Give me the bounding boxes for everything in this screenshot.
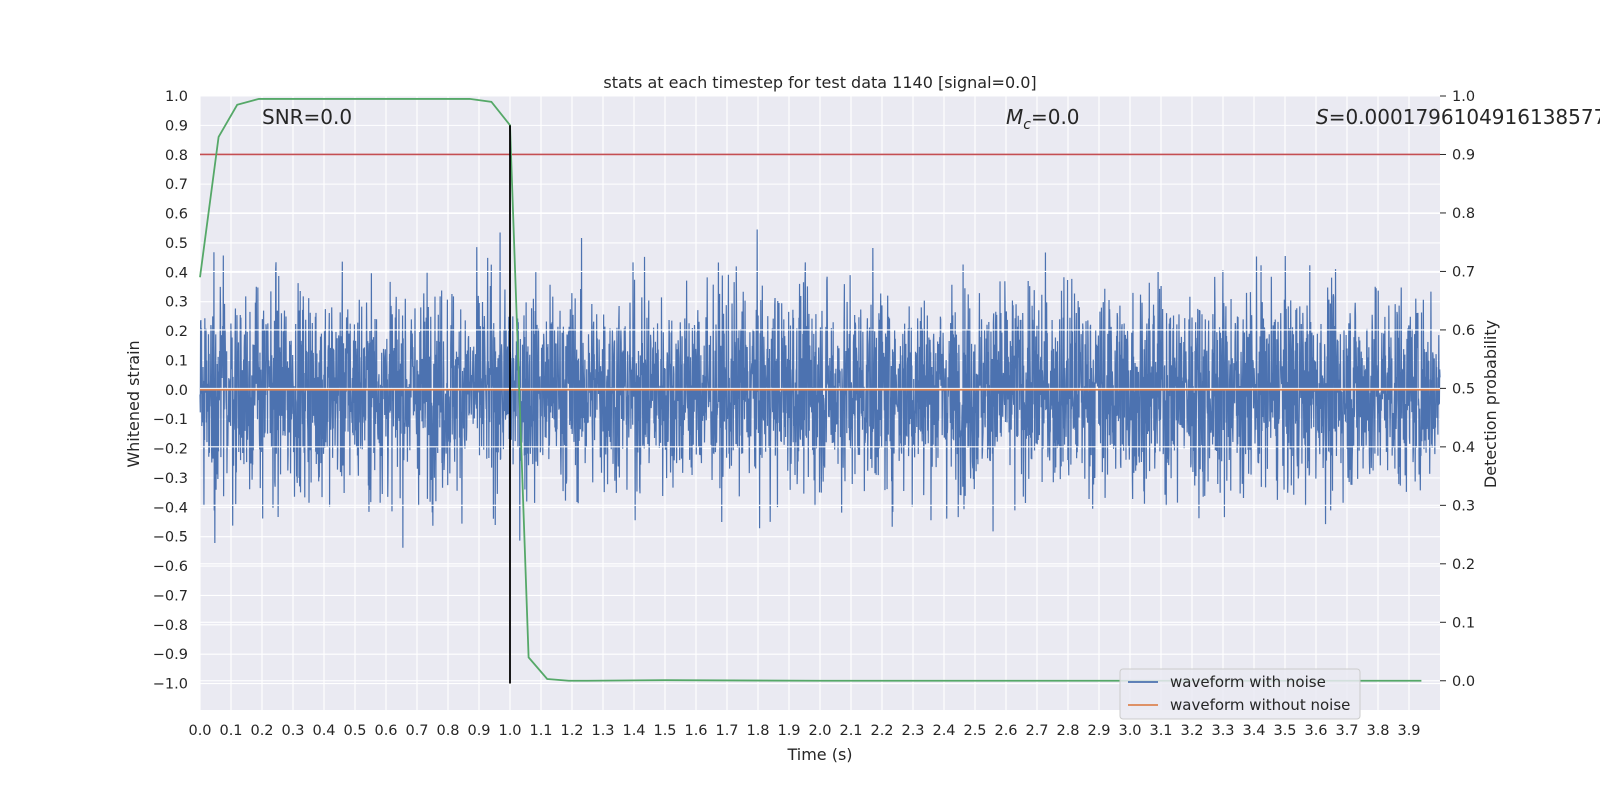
y-tick-label-right: 1.0 [1452,89,1475,105]
y-tick-label-left: −0.9 [153,647,188,663]
y-tick-label-right: 0.6 [1452,323,1475,339]
y-tick-label-right: 0.2 [1452,557,1475,573]
y-tick-label-left: 0.6 [165,207,188,223]
x-tick-label: 3.5 [1273,723,1296,739]
y-tick-label-left: 0.9 [165,118,188,134]
x-tick-label: 1.1 [529,723,552,739]
x-tick-label: 1.9 [777,723,800,739]
legend-label-noise: waveform with noise [1170,673,1326,691]
y-tick-label-left: −1.0 [153,677,188,693]
y-tick-label-right: 0.3 [1452,498,1475,514]
x-ticks: 0.0 0.1 0.2 0.3 0.4 0.5 0.6 0.7 0.8 0.9 1.0 1.1 1.2 1… [188,723,1420,739]
legend: waveform with noise waveform without noi… [1119,668,1361,720]
y-tick-label-left: −0.5 [153,530,188,546]
y-tick-label-left: −0.2 [153,442,188,458]
y-tick-label-left: −0.4 [153,500,188,516]
x-tick-label: 2.5 [963,723,986,739]
x-tick-label: 1.3 [591,723,614,739]
x-tick-label: 2.8 [1056,723,1079,739]
x-tick-label: 1.5 [653,723,676,739]
x-tick-label: 2.4 [932,723,955,739]
x-tick-label: 0.2 [250,723,273,739]
x-tick-label: 3.0 [1118,723,1141,739]
y-ticks-right: 1.0 0.9 0.8 0.7 0.6 0.5 0.4 0.3 0.2 0.1 0.0 [1440,89,1475,690]
x-tick-label: 3.3 [1211,723,1234,739]
s-symbol: S [1316,105,1329,129]
series-waveform-with-noise [199,229,1441,548]
y-ticks-left: 1.0 0.9 0.8 0.7 0.6 0.5 0.4 0.3 0.2 0.1 0.0 −0.1 −0.… [153,89,188,693]
y-tick-label-left: 0.4 [165,265,188,281]
x-tick-label: 2.3 [901,723,924,739]
y-tick-label-left: −0.6 [153,559,188,575]
x-tick-label: 2.0 [808,723,831,739]
x-tick-label: 1.6 [684,723,707,739]
y-tick-label-left: 0.1 [165,353,188,369]
x-tick-label: 1.7 [715,723,738,739]
y-tick-label-left: 0.7 [165,177,188,193]
series-layer [199,95,1441,684]
y-tick-label-right: 0.8 [1452,206,1475,222]
x-tick-label: 3.8 [1366,723,1389,739]
legend-label-clean: waveform without noise [1170,696,1350,714]
x-tick-label: 0.3 [281,723,304,739]
y-tick-label-left: −0.3 [153,471,188,487]
y-tick-label-right: 0.7 [1452,264,1475,280]
x-tick-label: 0.8 [436,723,459,739]
mc-symbol: M [1006,105,1023,129]
x-tick-label: 2.6 [994,723,1017,739]
y-tick-label-left: 0.3 [165,295,188,311]
x-tick-label: 0.4 [312,723,335,739]
y-tick-label-left: 0.8 [165,148,188,164]
x-tick-label: 0.5 [343,723,366,739]
y-tick-label-left: −0.7 [153,588,188,604]
x-tick-label: 2.7 [1025,723,1048,739]
s-annotation: S=0.0001796104916138577 [1316,105,1600,129]
x-tick-label: 1.8 [746,723,769,739]
y-axis-label-left: Whitened strain [124,340,143,467]
x-tick-label: 2.2 [870,723,893,739]
y-tick-label-left: 0.0 [165,383,188,399]
x-tick-label: 0.7 [405,723,428,739]
legend-box [1119,668,1361,720]
y-tick-label-left: 0.2 [165,324,188,340]
x-tick-label: 3.4 [1242,723,1265,739]
mc-subscript: c [1023,117,1031,133]
x-tick-label: 2.1 [839,723,862,739]
y-axis-label-right: Detection probability [1481,320,1500,488]
y-tick-label-right: 0.5 [1452,381,1475,397]
s-value: =0.0001796104916138577 [1329,105,1600,129]
x-tick-label: 0.6 [374,723,397,739]
y-tick-label-right: 0.4 [1452,440,1475,456]
x-axis-label: Time (s) [786,745,852,764]
y-tick-label-left: −0.8 [153,618,188,634]
y-tick-label-right: 0.1 [1452,615,1475,631]
x-tick-label: 1.4 [622,723,645,739]
x-tick-label: 0.1 [219,723,242,739]
y-tick-label-left: 0.5 [165,236,188,252]
x-tick-label: 3.1 [1149,723,1172,739]
mc-annotation: Mc=0.0 [1006,105,1080,133]
mc-value: =0.0 [1031,105,1080,129]
y-tick-label-left: −0.1 [153,412,188,428]
x-tick-label: 3.9 [1397,723,1420,739]
x-tick-label: 0.9 [467,723,490,739]
x-tick-label: 1.2 [560,723,583,739]
snr-annotation: SNR=0.0 [262,105,352,129]
x-tick-label: 2.9 [1087,723,1110,739]
y-tick-label-right: 0.0 [1452,674,1475,690]
y-tick-label-right: 0.9 [1452,147,1475,163]
chart-title: stats at each timestep for test data 114… [603,73,1036,92]
x-tick-label: 3.7 [1335,723,1358,739]
series-detection-probability [199,98,1422,682]
y-tick-label-left: 1.0 [165,89,188,105]
x-tick-label: 0.0 [188,723,211,739]
x-tick-label: 3.2 [1180,723,1203,739]
x-tick-label: 3.6 [1304,723,1327,739]
x-tick-label: 1.0 [498,723,521,739]
